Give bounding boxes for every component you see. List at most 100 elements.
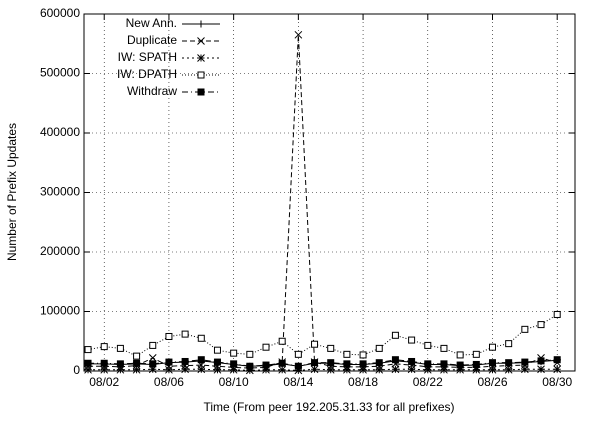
- legend-marker: [197, 37, 205, 45]
- series-line: [88, 368, 558, 371]
- data-point: [326, 365, 335, 374]
- data-point: [424, 360, 432, 368]
- x-tick-label: 08/02: [89, 375, 119, 389]
- x-tick-label: 08/10: [219, 375, 249, 389]
- legend-label: IW: DPATH: [117, 67, 177, 81]
- data-point: [327, 344, 335, 352]
- y-tick-label: 200000: [40, 244, 80, 258]
- data-point: [391, 356, 399, 364]
- data-point: [148, 354, 157, 362]
- data-point: [133, 352, 141, 360]
- legend-label: IW: SPATH: [118, 50, 177, 64]
- data-point: [100, 343, 108, 351]
- y-tick-label: 300000: [40, 185, 80, 199]
- data-point: [505, 359, 513, 367]
- legend-label: Duplicate: [127, 33, 177, 47]
- data-point: [537, 321, 545, 329]
- data-point: [408, 336, 416, 344]
- x-tick-label: 08/06: [154, 375, 184, 389]
- data-point: [359, 360, 367, 368]
- data-point: [359, 351, 367, 359]
- series-line: [87, 314, 558, 357]
- data-point: [262, 361, 270, 369]
- data-point: [391, 365, 400, 374]
- data-point: [505, 340, 513, 348]
- data-point: [424, 341, 432, 349]
- data-point: [84, 346, 92, 354]
- data-point: [149, 341, 157, 349]
- x-tick-label: 08/30: [542, 375, 572, 389]
- data-point: [84, 365, 92, 374]
- data-point: [213, 358, 221, 366]
- data-point: [278, 365, 287, 374]
- data-point: [165, 358, 173, 366]
- data-point: [456, 351, 464, 359]
- data-point: [343, 350, 351, 358]
- data-point: [343, 360, 351, 368]
- data-point: [375, 344, 383, 352]
- data-point: [181, 365, 189, 374]
- data-point: [537, 365, 545, 374]
- data-point: [181, 330, 189, 338]
- data-point: [165, 365, 173, 374]
- data-point: [311, 340, 319, 348]
- data-point: [213, 365, 222, 374]
- data-point: [116, 360, 124, 368]
- y-axis-label: Number of Prefix Updates: [5, 123, 19, 261]
- data-point: [100, 359, 108, 367]
- y-tick-label: 100000: [40, 304, 80, 318]
- data-point: [230, 349, 238, 357]
- data-point: [181, 357, 189, 365]
- data-point: [294, 366, 303, 375]
- data-point: [472, 365, 481, 374]
- x-tick-label: 08/22: [413, 375, 443, 389]
- data-point: [553, 356, 561, 364]
- data-point: [440, 344, 448, 352]
- data-point: [197, 356, 205, 364]
- data-point: [165, 332, 173, 340]
- data-point: [553, 365, 562, 374]
- legend-marker: [197, 54, 205, 62]
- x-tick-label: 08/18: [348, 375, 378, 389]
- data-point: [197, 365, 206, 374]
- data-point: [294, 350, 302, 358]
- x-axis-label: Time (From peer 192.205.31.33 for all pr…: [204, 400, 455, 414]
- data-point: [488, 343, 496, 351]
- data-point: [311, 359, 319, 367]
- data-point: [440, 365, 448, 374]
- data-point: [359, 365, 367, 374]
- data-point: [553, 310, 561, 318]
- data-point: [456, 365, 464, 374]
- data-point: [521, 325, 529, 333]
- data-point: [132, 365, 141, 374]
- data-point: [327, 359, 335, 367]
- y-tick-label: 0: [73, 363, 80, 377]
- data-point: [488, 359, 496, 367]
- data-point: [245, 366, 254, 375]
- data-point: [456, 361, 464, 369]
- data-point: [407, 365, 416, 374]
- data-point: [246, 362, 254, 370]
- legend-marker: [197, 71, 205, 79]
- data-point: [230, 360, 238, 368]
- data-point: [375, 365, 384, 374]
- data-point: [116, 365, 125, 374]
- data-point: [197, 334, 205, 342]
- data-point: [423, 365, 432, 374]
- data-point: [472, 350, 480, 358]
- data-point: [278, 337, 286, 345]
- data-point: [488, 365, 497, 374]
- y-tick-label: 400000: [40, 125, 80, 139]
- data-point: [343, 365, 351, 374]
- data-point: [148, 365, 157, 374]
- legend-label: Withdraw: [127, 84, 177, 98]
- y-tick-label: 600000: [40, 6, 80, 20]
- data-point: [440, 360, 448, 368]
- data-point: [294, 362, 302, 370]
- x-tick-label: 08/14: [283, 375, 313, 389]
- data-point: [504, 365, 513, 374]
- y-tick-label: 500000: [40, 66, 80, 80]
- data-point: [391, 331, 399, 339]
- data-point: [229, 365, 238, 374]
